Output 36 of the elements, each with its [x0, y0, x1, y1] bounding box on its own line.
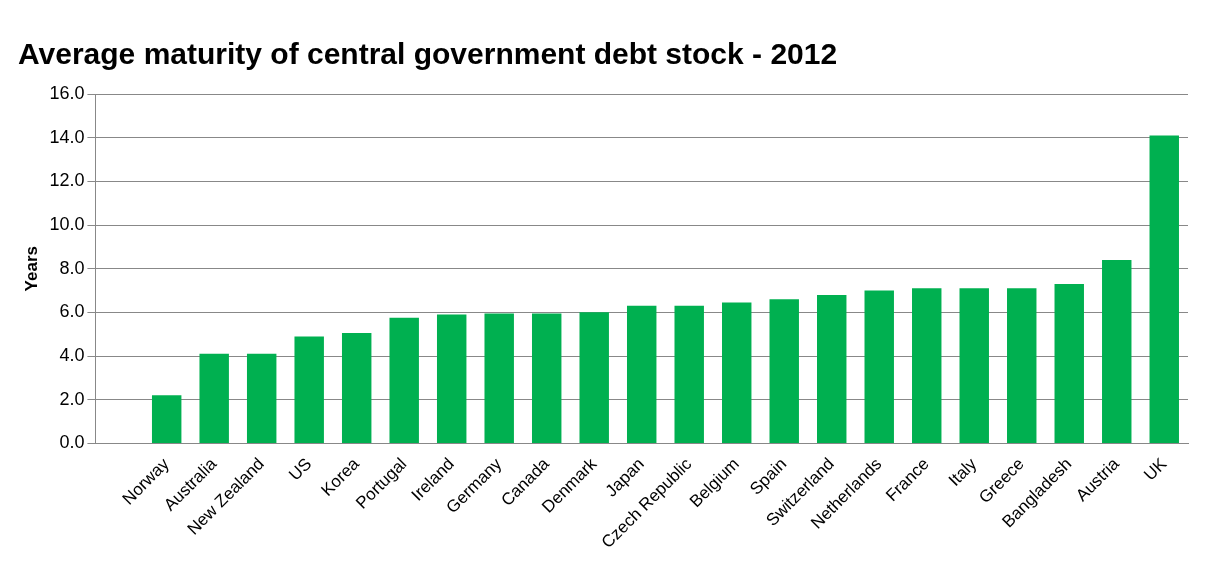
y-tick-label: 6.0 [59, 301, 85, 322]
y-tick-label: 0.0 [59, 432, 85, 453]
bar [769, 299, 799, 443]
x-tick-label: UK [1140, 453, 1171, 485]
x-tick-label: US [285, 454, 316, 485]
bar [674, 305, 704, 443]
bar [579, 312, 609, 443]
chart-title: Average maturity of central government debt stock - 2012 [18, 37, 838, 71]
y-tick-label: 8.0 [59, 257, 85, 278]
bar [626, 305, 657, 443]
bar [817, 294, 847, 443]
bar [531, 313, 562, 443]
bar [959, 288, 989, 443]
bar [151, 395, 182, 443]
bar [246, 353, 277, 443]
bar [1102, 259, 1132, 443]
x-tick-label: Italy [944, 453, 981, 490]
y-tick-label: 4.0 [59, 345, 85, 366]
bar [341, 333, 372, 443]
bar [912, 288, 942, 443]
y-tick-label: 16.0 [49, 82, 85, 103]
y-tick-label: 14.0 [49, 126, 85, 147]
y-tick-label: 12.0 [49, 170, 85, 191]
bar [389, 317, 419, 443]
bar [1149, 135, 1179, 443]
bar [722, 302, 752, 443]
bar [199, 353, 229, 443]
y-tick-label: 2.0 [59, 388, 85, 409]
bar [484, 313, 514, 443]
bar [436, 314, 467, 443]
bar [294, 336, 324, 443]
y-tick-label: 10.0 [49, 213, 85, 234]
bar [864, 290, 894, 443]
y-axis-title: Years [21, 246, 41, 292]
bar [1007, 288, 1037, 443]
bar [1054, 283, 1084, 443]
